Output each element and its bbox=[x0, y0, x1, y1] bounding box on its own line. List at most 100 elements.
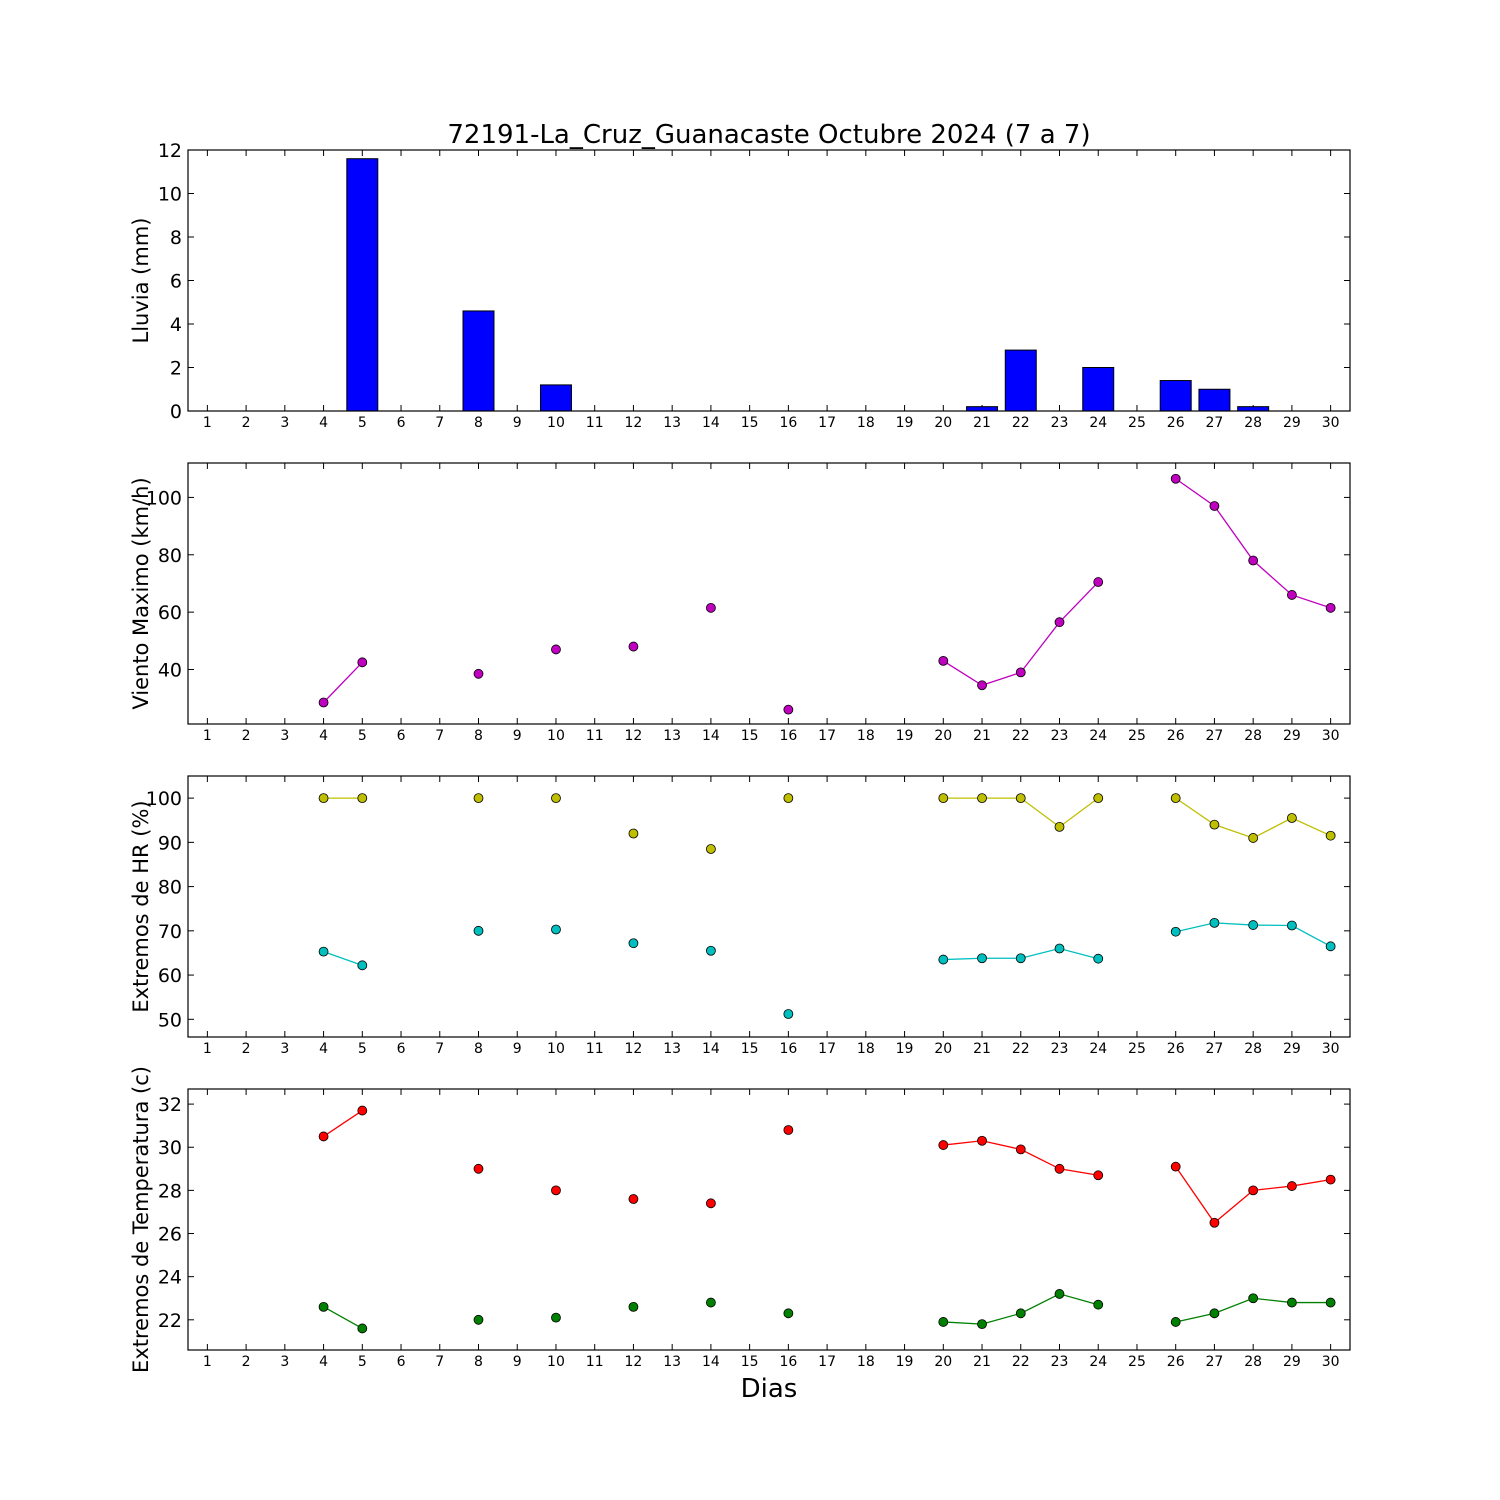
panel-temperatura: Extremos de Temperatura (c) 2224262830321… bbox=[129, 1066, 1351, 1373]
hr-point bbox=[318, 793, 329, 804]
hr-point bbox=[1287, 813, 1297, 823]
temperatura-xtick-label: 1 bbox=[203, 1354, 212, 1370]
lluvia-xtick-label: 10 bbox=[547, 415, 565, 431]
lluvia-ytick-label: 12 bbox=[158, 140, 182, 162]
viento-xtick-label: 30 bbox=[1322, 728, 1340, 744]
temperatura-xtick-label: 19 bbox=[896, 1354, 914, 1370]
temperatura-point bbox=[1248, 1185, 1259, 1196]
viento-xtick-label: 1 bbox=[203, 728, 212, 744]
viento-xtick-label: 10 bbox=[547, 728, 565, 744]
lluvia-xtick-label: 30 bbox=[1322, 415, 1340, 431]
hr-point bbox=[357, 960, 368, 971]
hr-ytick-label: 60 bbox=[158, 965, 182, 987]
hr-point bbox=[1015, 953, 1026, 964]
hr-xtick-label: 12 bbox=[625, 1041, 643, 1057]
temperatura-y-axis-label: Extremos de Temperatura (c) bbox=[129, 1066, 153, 1373]
viento-point bbox=[318, 697, 329, 708]
temperatura-point bbox=[1248, 1293, 1259, 1304]
viento-point bbox=[1248, 555, 1259, 566]
lluvia-xtick-label: 28 bbox=[1244, 415, 1262, 431]
temperatura-xtick-label: 28 bbox=[1244, 1354, 1262, 1370]
lluvia-axes-frame bbox=[187, 149, 1351, 412]
temperatura-point bbox=[357, 1323, 368, 1334]
lluvia-xtick-label: 4 bbox=[319, 415, 328, 431]
temperatura-point bbox=[706, 1297, 716, 1308]
hr-xtick-label: 27 bbox=[1206, 1041, 1224, 1057]
hr-point bbox=[473, 925, 484, 936]
temperatura-ytick-label: 32 bbox=[158, 1094, 182, 1116]
hr-series-line bbox=[1175, 797, 1331, 839]
lluvia-y-axis-label: Lluvia (mm) bbox=[129, 218, 153, 344]
hr-ytick-label: 50 bbox=[158, 1009, 182, 1031]
lluvia-xtick-label: 7 bbox=[435, 415, 444, 431]
hr-point bbox=[706, 844, 716, 854]
lluvia-bar bbox=[462, 310, 495, 412]
hr-point bbox=[1093, 793, 1104, 804]
viento-xtick-label: 29 bbox=[1283, 728, 1301, 744]
hr-xtick-label: 22 bbox=[1012, 1041, 1030, 1057]
temperatura-series-0 bbox=[318, 1105, 1336, 1228]
viento-xtick-label: 24 bbox=[1089, 728, 1107, 744]
lluvia-xtick-label: 24 bbox=[1089, 415, 1107, 431]
viento-series-line bbox=[323, 661, 363, 703]
viento-xtick-label: 20 bbox=[934, 728, 952, 744]
hr-series-0 bbox=[318, 793, 1336, 854]
viento-xtick-label: 7 bbox=[435, 728, 444, 744]
lluvia-xtick-label: 17 bbox=[818, 415, 836, 431]
temperatura-point bbox=[783, 1308, 794, 1319]
hr-point bbox=[1287, 920, 1297, 931]
lluvia-xtick-label: 15 bbox=[741, 415, 759, 431]
lluvia-xtick-label: 21 bbox=[973, 415, 991, 431]
temperatura-xtick-label: 20 bbox=[934, 1354, 952, 1370]
viento-xtick-label: 11 bbox=[586, 728, 604, 744]
hr-point bbox=[628, 828, 639, 839]
lluvia-bar bbox=[966, 406, 999, 412]
temperatura-point bbox=[1015, 1144, 1026, 1155]
temperatura-point bbox=[1209, 1217, 1220, 1228]
lluvia-xtick-label: 16 bbox=[779, 415, 797, 431]
viento-series-line bbox=[1175, 478, 1331, 609]
temperatura-xtick-label: 7 bbox=[435, 1354, 444, 1370]
lluvia-xtick-label: 2 bbox=[242, 415, 251, 431]
lluvia-xtick-label: 22 bbox=[1012, 415, 1030, 431]
viento-xtick-label: 18 bbox=[857, 728, 875, 744]
hr-point bbox=[318, 946, 329, 957]
viento-xtick-label: 25 bbox=[1128, 728, 1146, 744]
lluvia-xtick-label: 20 bbox=[934, 415, 952, 431]
temperatura-xtick-label: 18 bbox=[857, 1354, 875, 1370]
lluvia-bar bbox=[1159, 380, 1192, 412]
hr-ytick-label: 80 bbox=[158, 877, 182, 899]
hr-point bbox=[1209, 917, 1220, 928]
temperatura-point bbox=[473, 1314, 484, 1325]
viento-point bbox=[977, 680, 987, 691]
temperatura-xtick-label: 5 bbox=[358, 1354, 367, 1370]
viento-point bbox=[783, 704, 794, 715]
hr-xtick-label: 15 bbox=[741, 1041, 759, 1057]
hr-point bbox=[1170, 926, 1181, 937]
hr-point bbox=[1248, 833, 1259, 843]
temperatura-point bbox=[551, 1312, 561, 1323]
temperatura-xtick-label: 17 bbox=[818, 1354, 836, 1370]
lluvia-xtick-label: 18 bbox=[857, 415, 875, 431]
viento-xtick-label: 15 bbox=[741, 728, 759, 744]
temperatura-point bbox=[977, 1135, 987, 1146]
lluvia-ytick-label: 2 bbox=[170, 358, 182, 380]
temperatura-point bbox=[473, 1163, 484, 1174]
hr-point bbox=[628, 938, 639, 949]
hr-series-line bbox=[323, 951, 363, 966]
hr-point bbox=[1248, 920, 1259, 930]
hr-xtick-label: 25 bbox=[1128, 1041, 1146, 1057]
viento-point bbox=[1287, 590, 1297, 600]
hr-point bbox=[1325, 830, 1336, 841]
viento-point bbox=[628, 641, 639, 652]
temperatura-xtick-label: 14 bbox=[702, 1354, 720, 1370]
viento-point bbox=[1170, 473, 1181, 484]
hr-point bbox=[706, 945, 716, 956]
temperatura-xtick-label: 3 bbox=[280, 1354, 289, 1370]
hr-xtick-label: 17 bbox=[818, 1041, 836, 1057]
viento-point bbox=[1209, 501, 1220, 511]
hr-point bbox=[783, 1009, 794, 1019]
lluvia-xtick-label: 27 bbox=[1206, 415, 1224, 431]
viento-point bbox=[938, 656, 949, 666]
temperatura-xtick-label: 4 bbox=[319, 1354, 328, 1370]
